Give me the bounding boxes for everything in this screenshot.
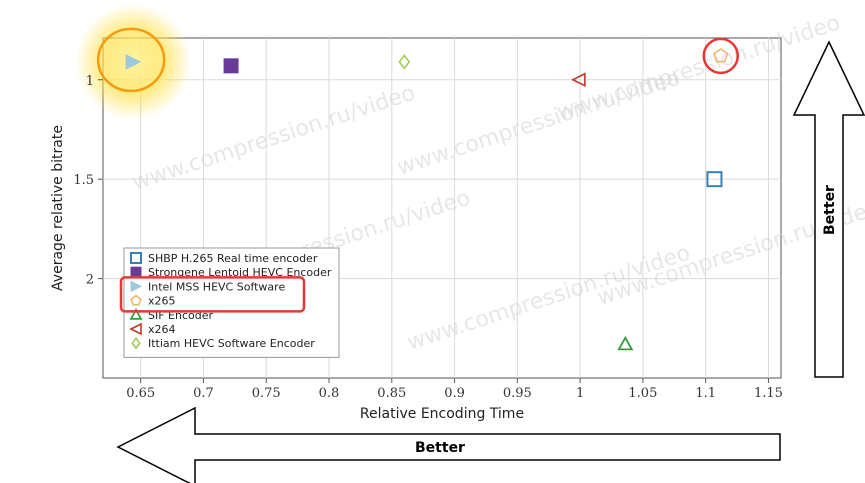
legend-label: Ittiam HEVC Software Encoder (148, 337, 315, 350)
data-point-5 (571, 72, 586, 88)
data-point-6 (398, 54, 411, 70)
highlight-marks (96, 27, 739, 313)
legend-marker (131, 336, 141, 350)
y-tick-label: 2 (86, 273, 94, 288)
x-tick-label: 0.95 (503, 386, 532, 401)
intel-highlight-ring (96, 27, 166, 93)
better-label-horizontal: Better (415, 440, 465, 456)
better-label-vertical: Better (822, 185, 838, 235)
x-tick-label: 0.85 (377, 386, 406, 401)
legend-label: x265 (148, 295, 176, 308)
legend-label: x264 (148, 323, 176, 336)
y-axis-label: Average relative bitrate (50, 125, 66, 291)
data-point-2 (125, 54, 142, 70)
x-axis-label: Relative Encoding Time (360, 406, 524, 422)
x-tick-label: 1 (576, 386, 584, 401)
data-point-1 (223, 58, 239, 74)
x-tick-label: 0.7 (193, 386, 214, 401)
y-tick-label: 1.5 (73, 173, 94, 188)
y-axis-ticks: 11.52 (73, 74, 103, 288)
x-tick-label: 1.1 (695, 386, 716, 401)
y-tick-label: 1 (86, 74, 94, 89)
x-tick-label: 0.75 (252, 386, 281, 401)
x-tick-label: 0.8 (319, 386, 340, 401)
legend-label: SHBP H.265 Real time encoder (148, 252, 318, 265)
legend-marker (130, 294, 142, 306)
data-point-0 (706, 171, 723, 188)
x-axis-ticks: 0.65 0.7 0.75 0.8 0.85 0.9 0.95 1 1.05 1.1 1.15 (126, 378, 783, 401)
legend-label: Intel MSS HEVC Software (148, 280, 285, 293)
x-tick-label: 1.05 (628, 386, 657, 401)
legend-marker (129, 322, 142, 336)
better-arrow-vertical: Better (792, 40, 865, 378)
legend-highlight-box (119, 276, 306, 313)
x-tick-label: 0.9 (444, 386, 465, 401)
data-point-4 (617, 335, 634, 351)
legend-label: Strongene Lentoid HEVC Encoder (148, 266, 332, 279)
data-point-3 (713, 47, 729, 63)
x-tick-label: 0.65 (126, 386, 155, 401)
data-points (125, 47, 729, 351)
legend-marker (130, 252, 142, 264)
legend-marker (130, 280, 143, 293)
better-arrow-horizontal: Better (116, 406, 781, 483)
legend-marker (129, 307, 143, 320)
legend-marker (130, 266, 142, 278)
x265-highlight-circle (702, 37, 739, 75)
x-tick-label: 1.15 (754, 386, 783, 401)
